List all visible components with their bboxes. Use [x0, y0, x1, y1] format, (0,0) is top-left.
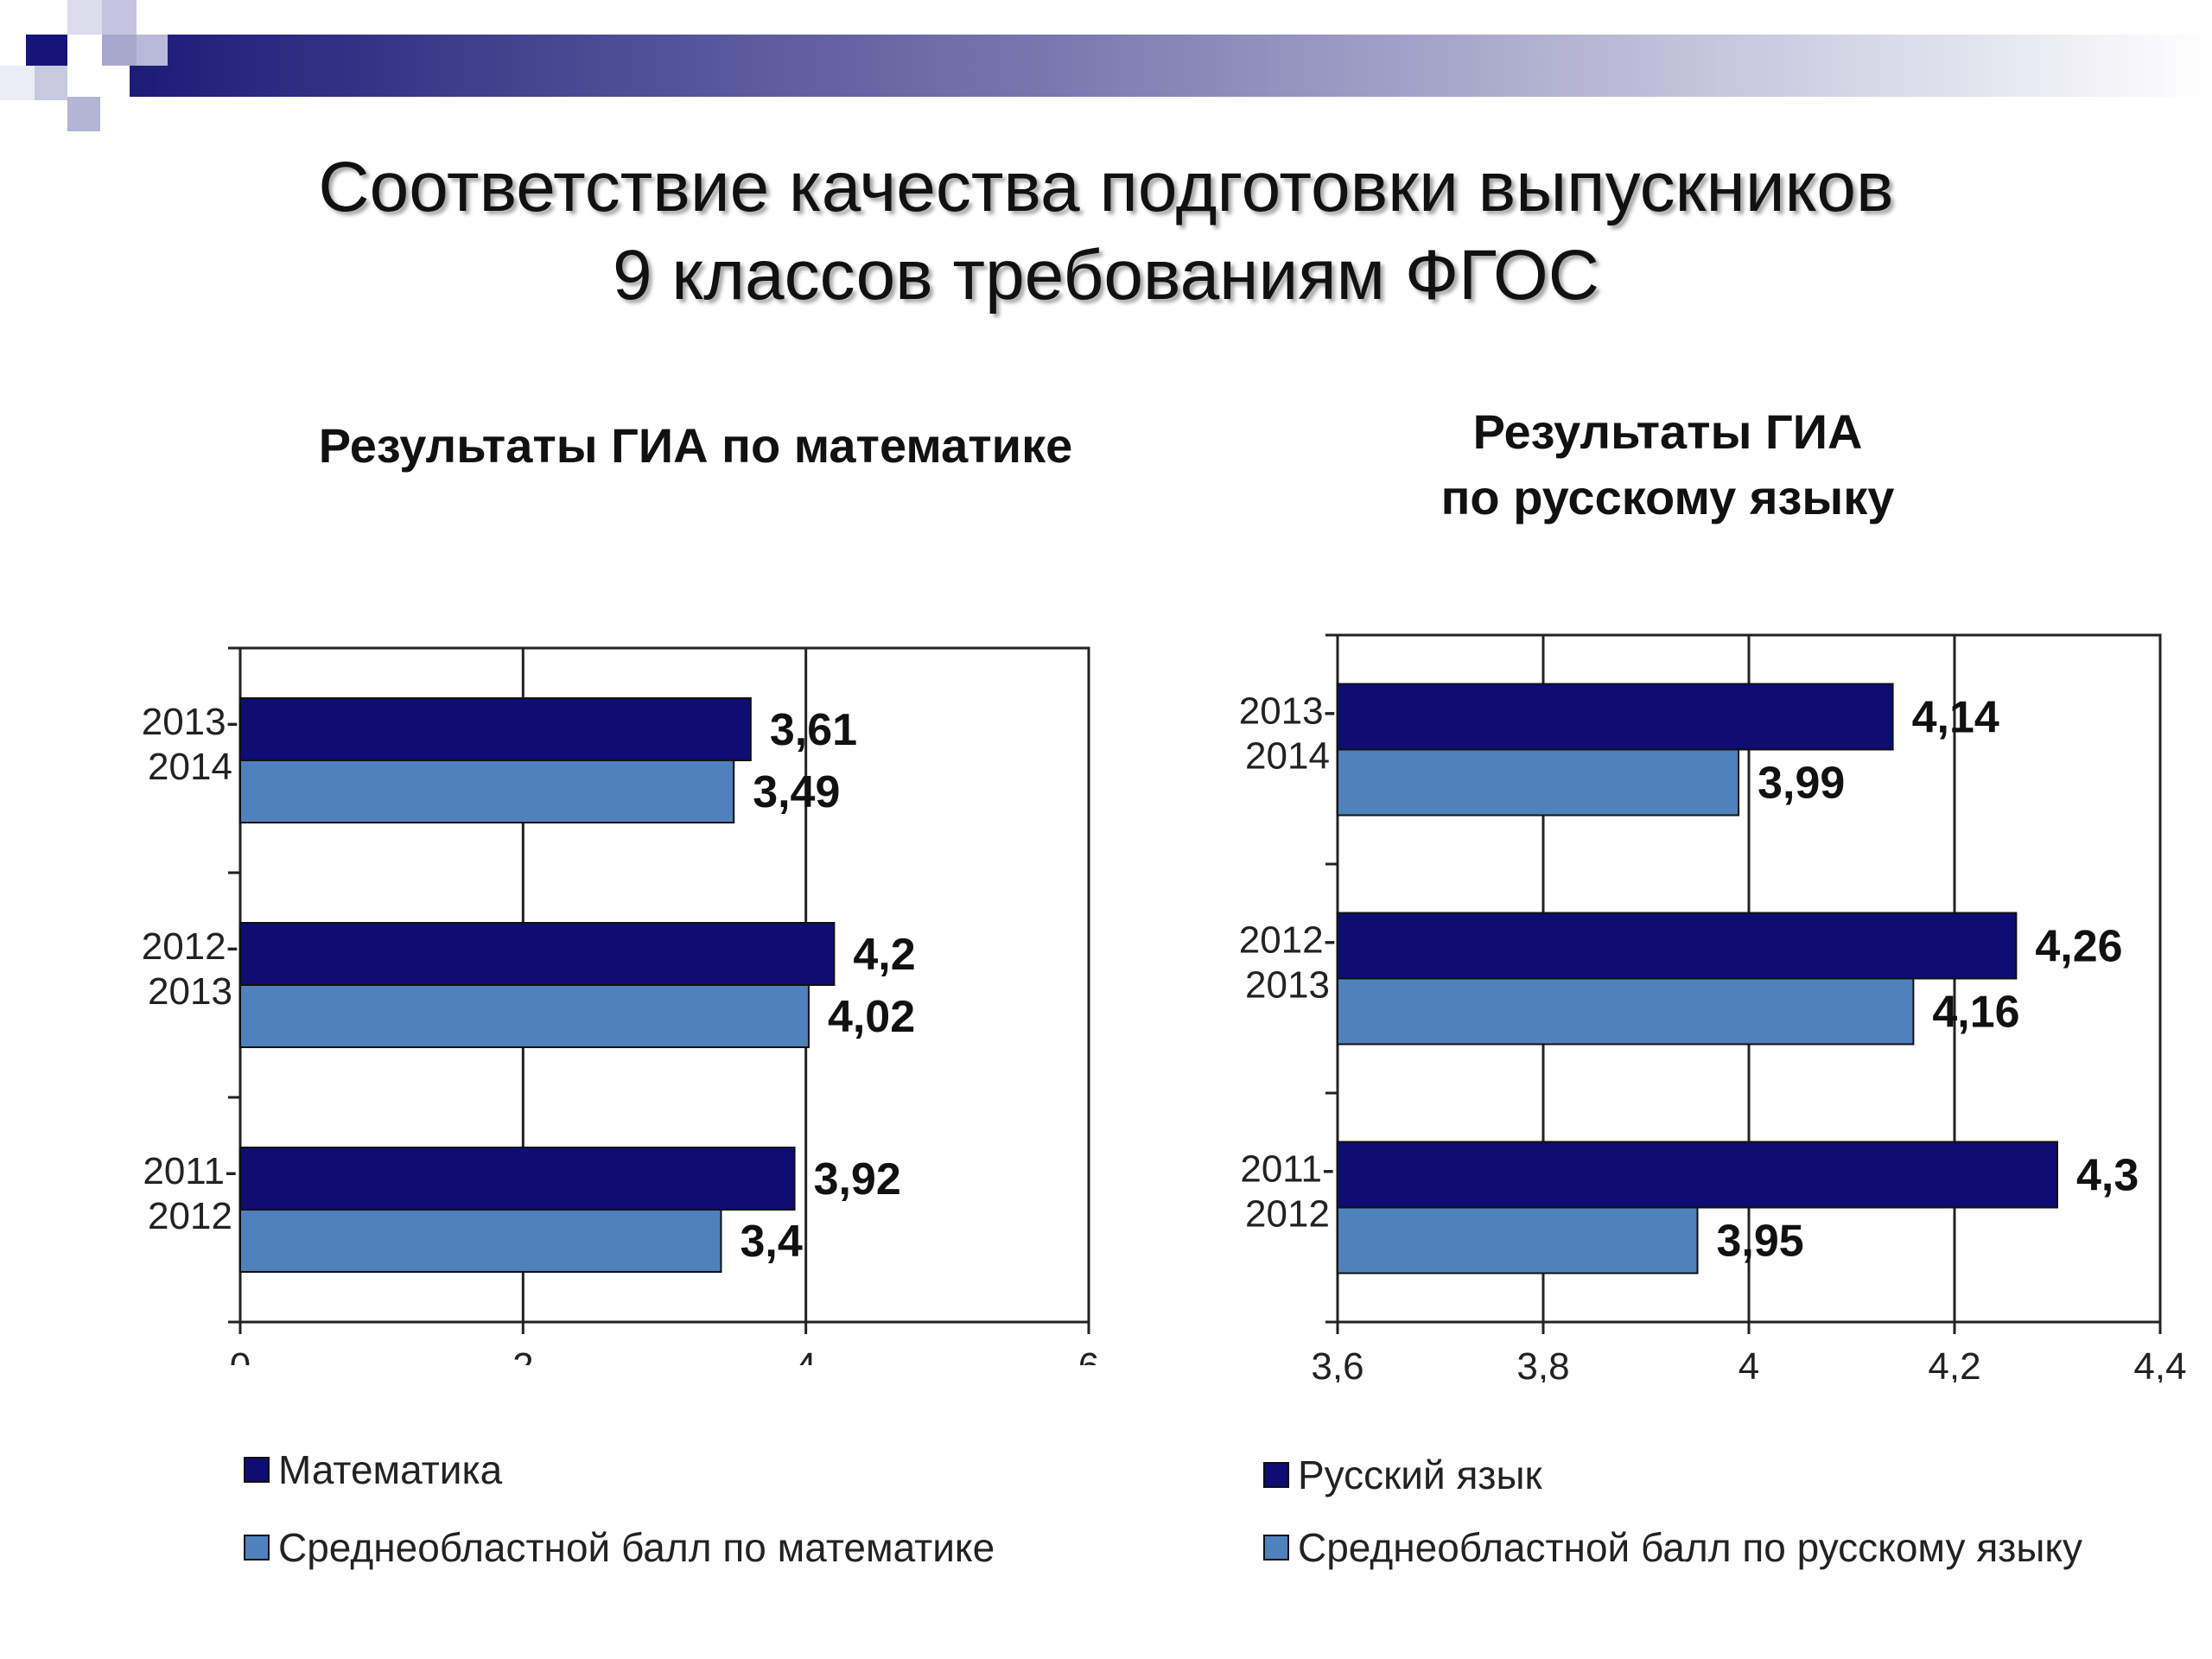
math-x-tick-label: 2: [512, 1345, 533, 1365]
russian-data-label: 4,16: [1932, 988, 2019, 1038]
russian-x-tick-label: 4: [1738, 1345, 1759, 1382]
russian-bar-series-2: [1337, 977, 1915, 1046]
russian-bar-series-2: [1337, 748, 1740, 817]
math-data-label: 3,49: [753, 767, 840, 817]
russian-category-label: 2012-2013: [1239, 919, 1337, 1007]
math-data-label: 3,92: [814, 1154, 901, 1205]
russian-bar-series-2: [1337, 1206, 1699, 1274]
math-data-label: 4,02: [828, 992, 915, 1042]
russian-bar-series-1: [1337, 912, 2018, 980]
legend-label-russian: Русский язык: [1298, 1452, 1542, 1497]
russian-chart-title-line-2: по русскому языку: [1440, 469, 1895, 524]
russian-chart-legend: Русский язык Среднеобластной балл по рус…: [1263, 1448, 2196, 1586]
slide-title-line-1: Соответствие качества подготовки выпускн…: [318, 148, 1894, 226]
math-x-tick-label: 4: [795, 1345, 816, 1365]
math-bar-series-1: [239, 697, 752, 761]
russian-data-label: 3,95: [1717, 1217, 1804, 1267]
legend-item-russian-regional: Среднеобластной балл по русскому языку: [1263, 1524, 2082, 1571]
russian-data-label: 4,3: [2076, 1151, 2139, 1201]
math-x-tick-label: 6: [1078, 1345, 1099, 1365]
legend-label-math: Математика: [278, 1447, 503, 1492]
russian-category-label: 2013-2014: [1239, 690, 1337, 778]
russian-x-tick-label: 3,8: [1516, 1345, 1569, 1382]
slide-title-line-2: 9 классов требованиям ФГОС: [613, 236, 1599, 315]
math-data-label: 4,2: [853, 930, 915, 980]
legend-item-russian: Русский язык: [1263, 1452, 1542, 1498]
russian-data-label: 3,99: [1758, 759, 1845, 809]
math-bar-series-1: [239, 922, 836, 986]
legend-swatch-math: [244, 1457, 270, 1483]
legend-swatch-math-regional: [244, 1535, 270, 1560]
math-chart: 0 2 4 6 2011-2012 3,923,4 2012-2013 4,2 4,02 2013…: [142, 646, 1099, 1365]
math-chart-legend: Математика Среднеобластной балл по матем…: [244, 1443, 1237, 1581]
math-data-label: 3,61: [770, 705, 857, 755]
russian-chart-title: Результаты ГИА по русскому языку: [1279, 399, 2056, 530]
math-category-label: 2012-2013: [142, 925, 239, 1013]
math-bar-series-2: [239, 984, 810, 1048]
math-category-label: 2013-2014: [142, 701, 239, 788]
russian-x-tick-label: 4,4: [2133, 1345, 2186, 1382]
legend-item-math-regional: Среднеобластной балл по математике: [244, 1524, 995, 1571]
legend-swatch-russian: [1263, 1462, 1289, 1488]
russian-chart: 3,6 3,8 4 4,2 4,4 2011-2012 4,3 3,95 2012-2013 4,…: [1239, 633, 2187, 1382]
math-bar-series-1: [239, 1147, 796, 1211]
russian-data-label: 4,26: [2035, 922, 2122, 972]
math-bar-series-2: [239, 1209, 722, 1273]
russian-x-tick-label: 3,6: [1311, 1345, 1363, 1382]
russian-category-label: 2011-2012: [1240, 1148, 1334, 1236]
russian-x-tick-label: 4,2: [1928, 1345, 1980, 1382]
legend-item-math: Математика: [244, 1446, 502, 1493]
russian-data-label: 4,14: [1912, 693, 1999, 743]
math-category-label: 2011-2012: [143, 1150, 237, 1237]
math-x-tick-label: 0: [230, 1345, 251, 1365]
legend-label-math-regional: Среднеобластной балл по математике: [278, 1525, 995, 1570]
legend-swatch-russian-regional: [1263, 1535, 1289, 1560]
math-bar-series-2: [239, 760, 735, 823]
math-data-label: 3,4: [740, 1217, 802, 1267]
legend-label-russian-regional: Среднеобластной балл по русскому языку: [1298, 1525, 2083, 1570]
slide-header-decoration: [0, 0, 2212, 138]
russian-bar-series-1: [1337, 683, 1894, 751]
russian-chart-title-line-1: Результаты ГИА: [1472, 404, 1863, 459]
russian-bar-series-1: [1337, 1141, 2058, 1209]
math-chart-title: Результаты ГИА по математике: [318, 418, 1073, 473]
